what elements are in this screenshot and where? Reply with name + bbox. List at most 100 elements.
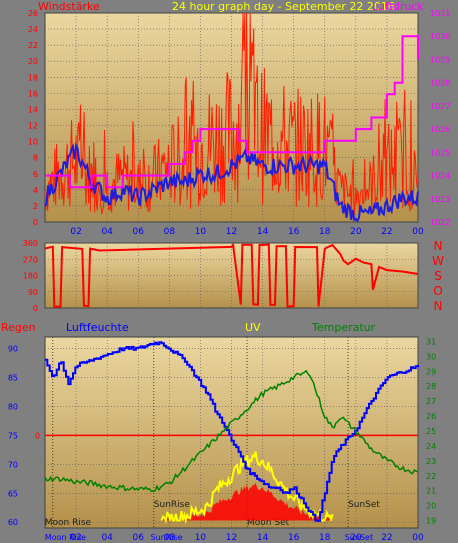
pressure-y-tick-label: 1031 [430, 9, 450, 18]
climate-x-tick-label: 06 [133, 533, 145, 543]
wind-y-tick-label: 14 [28, 105, 38, 114]
direction-y-tick-label: 90 [28, 288, 38, 297]
climate-x-tick-label: 14 [257, 533, 269, 543]
wind-y-tick-label: 12 [28, 122, 38, 131]
wind-y-tick-label: 22 [28, 41, 38, 50]
humidity-y-tick-label: 60 [8, 518, 18, 527]
pressure-y-tick-label: 1030 [430, 32, 450, 41]
temperature-y-tick-label: 24 [426, 442, 436, 451]
temperature-y-tick-label: 20 [426, 502, 436, 511]
uv-series [160, 451, 334, 525]
humidity-y-tick-label: 75 [8, 431, 18, 440]
humidity-y-tick-label: 70 [8, 460, 18, 469]
humidity-series [45, 341, 419, 522]
wind-y-tick-label: 8 [33, 154, 38, 163]
wind-y-tick-label: 24 [28, 25, 38, 34]
event-annotation: SunRise [154, 500, 191, 510]
compass-label: W [432, 254, 444, 268]
rain-axis-title: Regen [1, 321, 36, 334]
climate-x-tick-label: 04 [101, 533, 113, 543]
humidity-axis-title: Luftfeuchte [66, 321, 129, 334]
wind-x-tick-label: 18 [319, 227, 331, 237]
direction-y-tick-label: 270 [23, 255, 38, 264]
temperature-y-tick-label: 27 [426, 397, 436, 406]
event-bottom-label: SunRise [150, 533, 182, 542]
wind-y-tick-label: 10 [28, 138, 38, 147]
wind-x-tick-label: 02 [70, 227, 81, 237]
wind-x-tick-label: 10 [195, 227, 207, 237]
event-bottom-label: SunSet [345, 533, 373, 542]
event-annotation: SunSet [348, 500, 380, 510]
temperature-y-tick-label: 30 [426, 352, 436, 361]
rain-y-tick-label: 0 [35, 431, 40, 440]
temperature-axis-title: Temperatur [311, 321, 376, 334]
wind-x-tick-label: 12 [226, 227, 237, 237]
wind-x-tick-label: 22 [381, 227, 392, 237]
compass-label: O [433, 284, 442, 298]
climate-panel: 02 04 06 08 10 12 14 16 18 20 22 00 90 85 80 75 70 65 60 31… [8, 336, 436, 543]
wind-y-tick-label: 16 [28, 89, 38, 98]
wind-x-tick-label: 20 [350, 227, 362, 237]
climate-x-tick-label: 02 [70, 533, 81, 543]
wind-x-tick-label: 04 [101, 227, 113, 237]
temperature-y-tick-label: 23 [426, 457, 436, 466]
event-bottom-label: Moon Rise [45, 533, 86, 542]
wind-axis-title: Windstärke [38, 0, 100, 13]
chart-title: 24 hour graph day - September 22 2016 [172, 0, 395, 13]
climate-x-tick-label: 00 [412, 533, 424, 543]
wind-gust-series [44, 12, 419, 217]
compass-label: S [434, 269, 442, 283]
temperature-y-tick-label: 19 [426, 517, 436, 526]
uv-fill-area [161, 482, 333, 521]
climate-x-tick-label: 12 [226, 533, 237, 543]
event-annotation: Moon Rise [45, 518, 92, 528]
temperature-series [44, 369, 419, 493]
event-annotation: Moon Set [247, 518, 290, 528]
wind-average-series [44, 141, 419, 223]
humidity-y-tick-label: 80 [8, 402, 18, 411]
wind-x-tick-label: 14 [257, 227, 269, 237]
wind-y-tick-label: 20 [28, 57, 38, 66]
wind-y-tick-label: 6 [33, 170, 38, 179]
temperature-y-tick-label: 21 [426, 487, 436, 496]
pressure-series [45, 35, 419, 189]
wind-y-tick-label: 4 [33, 186, 38, 195]
compass-label: N [434, 299, 443, 313]
pressure-y-tick-label: 1029 [430, 55, 450, 64]
pressure-y-tick-label: 1027 [430, 102, 450, 111]
wind-x-tick-label: 16 [288, 227, 300, 237]
pressure-y-tick-label: 1023 [430, 195, 450, 204]
temperature-y-tick-label: 29 [426, 367, 436, 376]
temperature-y-tick-label: 31 [426, 337, 436, 346]
climate-x-tick-label: 10 [195, 533, 207, 543]
temperature-y-tick-label: 22 [426, 472, 436, 481]
temperature-y-tick-label: 26 [426, 412, 436, 421]
direction-y-tick-label: 180 [23, 272, 38, 281]
temperature-y-tick-label: 28 [426, 382, 436, 391]
humidity-y-tick-label: 85 [8, 374, 18, 383]
compass-label: N [434, 239, 443, 253]
climate-x-tick-label: 20 [350, 533, 362, 543]
climate-x-tick-label: 08 [164, 533, 176, 543]
pressure-y-tick-label: 1024 [430, 172, 450, 181]
wind-direction-series [44, 242, 419, 308]
pressure-y-tick-label: 1025 [430, 148, 450, 157]
wind-y-tick-label: 26 [28, 9, 38, 18]
humidity-y-tick-label: 65 [8, 489, 18, 498]
uv-axis-title: UV [245, 321, 261, 334]
wind-y-tick-label: 2 [33, 202, 38, 211]
pressure-axis-title: Luftdruck [372, 0, 424, 13]
temperature-y-tick-label: 25 [426, 427, 436, 436]
wind-x-tick-label: 08 [164, 227, 176, 237]
pressure-y-tick-label: 1022 [430, 218, 450, 227]
wind-y-tick-label: 18 [28, 73, 38, 82]
pressure-y-tick-label: 1028 [430, 79, 450, 88]
pressure-y-tick-label: 1026 [430, 125, 450, 134]
wind-x-tick-label: 06 [133, 227, 145, 237]
wind-x-tick-label: 00 [412, 227, 424, 237]
climate-x-tick-label: 16 [288, 533, 300, 543]
wind-y-tick-label: 0 [33, 218, 38, 227]
